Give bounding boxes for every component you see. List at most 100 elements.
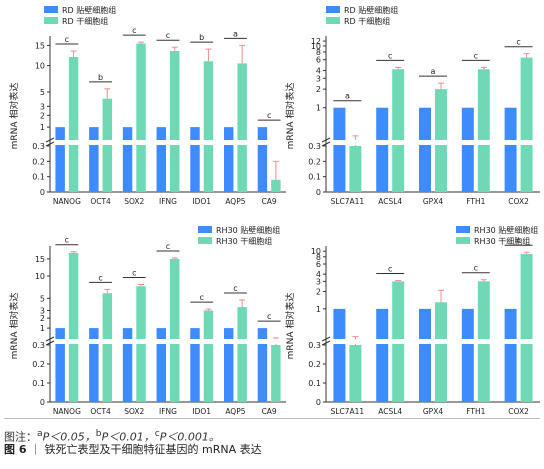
note-c-sup: c xyxy=(154,428,160,439)
y-axis-label: mRNA 相对表达 xyxy=(8,83,20,150)
bar-stem-CA9 xyxy=(271,345,281,402)
x-tick-label: SOX2 xyxy=(124,407,144,416)
sig-mark: c xyxy=(388,51,392,60)
note-a-text: P＜0.05， xyxy=(42,430,96,444)
x-tick-label: IDO1 xyxy=(192,407,211,416)
sig-mark: c xyxy=(166,242,170,251)
y-tick-label: 1 xyxy=(40,123,45,132)
x-tick-label: AQP5 xyxy=(225,407,245,416)
legend-swatch-0 xyxy=(326,6,340,13)
bar-stem-COX2 xyxy=(520,57,533,192)
y-axis-label: mRNA 相对表达 xyxy=(284,293,296,360)
bar-stem-IDO1 xyxy=(203,310,214,402)
caption-divider xyxy=(4,418,540,419)
sig-mark: c xyxy=(65,35,69,44)
axis-break-band xyxy=(51,339,286,344)
bar-pericyte-ACSL4 xyxy=(376,107,389,192)
bar-stem-OCT4 xyxy=(102,293,113,402)
y-tick-label: 4 xyxy=(316,67,321,76)
x-tick-label: ACSL4 xyxy=(378,407,402,416)
x-tick-label: COX2 xyxy=(508,407,529,416)
legend-label-1: RD 干细胞组 xyxy=(62,16,108,26)
axis-break-mark xyxy=(321,137,331,143)
x-tick-label: SLC7A11 xyxy=(331,197,365,206)
bar-stem-AQP5 xyxy=(237,307,247,402)
bar-stem-NANOG xyxy=(68,57,79,193)
bar-stem-FTH1 xyxy=(477,69,490,192)
x-tick-label: SOX2 xyxy=(124,197,144,206)
note-c-text: P＜0.001。 xyxy=(159,430,220,444)
y-tick-label: 8 xyxy=(316,253,321,262)
bar-stem-SOX2 xyxy=(136,43,146,192)
bar-stem-CA9 xyxy=(271,179,281,192)
y-tick-label: 0.3 xyxy=(32,341,45,350)
legend-label-0: RH30 贴壁细胞组 xyxy=(216,225,280,235)
axis-break-mark xyxy=(321,141,331,147)
x-tick-label: OCT4 xyxy=(90,197,111,206)
x-tick-label: GPX4 xyxy=(423,197,443,206)
bar-pericyte-ACSL4 xyxy=(376,308,389,402)
sig-mark: a xyxy=(431,67,436,76)
y-tick-label: 6 xyxy=(316,56,321,65)
y-tick-label: 0 xyxy=(316,398,321,407)
y-tick-label: 1 xyxy=(316,104,321,113)
sig-mark: c xyxy=(132,268,136,277)
sig-mark: c xyxy=(65,236,69,245)
y-tick-label: 5 xyxy=(40,294,45,303)
axis-break-mark xyxy=(45,141,55,147)
legend-swatch-1 xyxy=(326,17,340,24)
x-tick-label: CA9 xyxy=(262,197,277,206)
y-tick-label: 0.2 xyxy=(308,157,321,166)
y-tick-label: 0.3 xyxy=(32,142,45,151)
bar-pericyte-SLC7A11 xyxy=(333,107,346,192)
y-tick-label: 10 xyxy=(35,62,45,71)
x-tick-label: CA9 xyxy=(262,407,277,416)
legend-swatch-1 xyxy=(456,237,470,244)
legend-label-1: RH30 干细胞组 xyxy=(216,236,272,246)
axis-break-mark xyxy=(45,336,55,342)
sig-mark: c xyxy=(388,265,392,274)
x-tick-label: FTH1 xyxy=(466,407,485,416)
y-tick-label: 12 xyxy=(311,37,321,46)
y-tick-label: 3 xyxy=(40,102,45,111)
note-prefix: 图注： xyxy=(4,430,37,444)
y-tick-label: 2 xyxy=(316,85,321,94)
sig-mark: a xyxy=(345,92,350,101)
bar-pericyte-SLC7A11 xyxy=(333,308,346,402)
sig-mark: b xyxy=(98,73,103,82)
legend-swatch-0 xyxy=(456,226,470,233)
bar-pericyte-CA9 xyxy=(257,328,268,402)
axis-break-mark xyxy=(45,340,55,346)
bar-pericyte-AQP5 xyxy=(223,328,234,402)
axis-break-mark xyxy=(45,137,55,143)
x-tick-label: IFNG xyxy=(159,197,177,206)
legend-label-0: RD 贴壁细胞组 xyxy=(62,5,116,15)
sig-mark: c xyxy=(267,111,271,120)
bar-pericyte-GPX4 xyxy=(419,107,431,192)
sig-mark: c xyxy=(516,38,520,47)
legend-swatch-1 xyxy=(44,17,58,24)
note-a-sup: a xyxy=(37,428,43,439)
x-tick-label: COX2 xyxy=(508,197,529,206)
bar-stem-IFNG xyxy=(170,51,180,192)
x-tick-label: OCT4 xyxy=(90,407,111,416)
caption-label: 图 6 xyxy=(4,443,27,456)
axis-break-mark xyxy=(321,340,331,346)
bar-stem-GPX4 xyxy=(435,302,447,402)
y-tick-label: 0.3 xyxy=(308,341,321,350)
axis-break-mark xyxy=(321,336,331,342)
legend-swatch-0 xyxy=(198,226,212,233)
bar-pericyte-FTH1 xyxy=(461,107,474,192)
sig-mark: c xyxy=(166,31,170,40)
legend-label-1: RH30 干细胞组 xyxy=(474,236,530,246)
bar-stem-ACSL4 xyxy=(392,69,405,192)
bar-pericyte-IDO1 xyxy=(190,328,200,402)
y-tick-label: 0.1 xyxy=(308,173,321,182)
bar-stem-SLC7A11 xyxy=(349,345,362,402)
y-tick-label: 0.2 xyxy=(32,157,45,166)
y-tick-label: 2 xyxy=(40,111,45,120)
x-tick-label: AQP5 xyxy=(225,197,245,206)
